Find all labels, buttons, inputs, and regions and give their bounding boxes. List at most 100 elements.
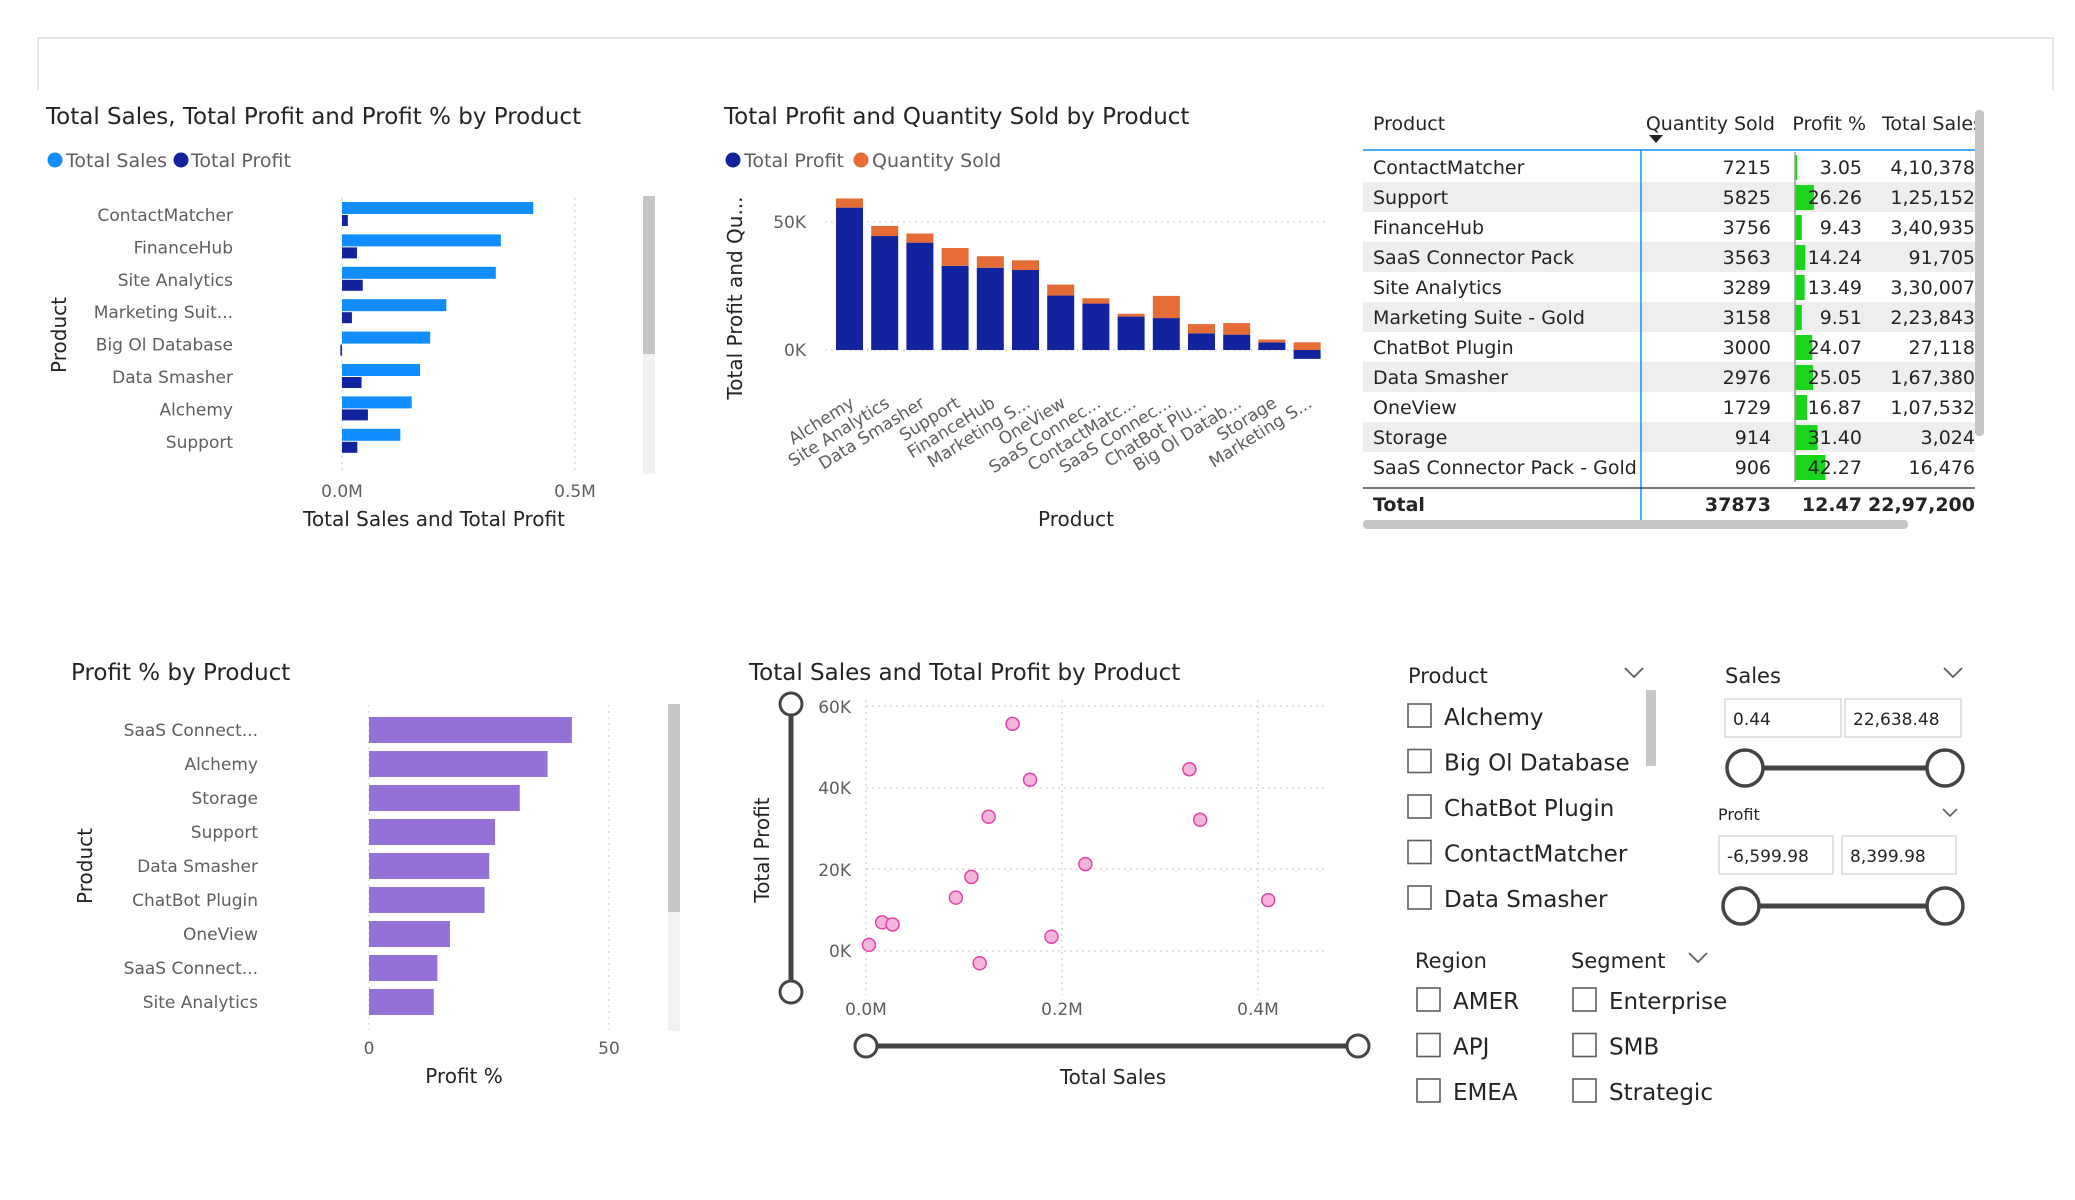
profit-range-handle-max[interactable] [1925,886,1965,926]
checkbox[interactable] [1572,1078,1597,1103]
table-cell-product[interactable]: Marketing Suite - Gold [1373,307,1585,329]
y-zoom-slider-handle-bottom[interactable] [778,979,804,1005]
bar-profit-pct[interactable] [369,921,450,947]
bar-total-sales[interactable] [342,396,412,409]
profit-pct-bar-chart[interactable]: Profit % by Product Product SaaS Connect… [71,660,680,1088]
column-quantity-sold[interactable] [1188,324,1215,334]
scatter-point[interactable] [981,809,996,825]
slicer-item-label[interactable]: SMB [1609,1035,1659,1061]
profit-max-value[interactable]: 8,399.98 [1850,847,1926,867]
column-quantity-sold[interactable] [1258,339,1286,343]
bar-total-sales[interactable] [342,266,496,279]
y-zoom-slider-handle-top[interactable] [778,691,804,717]
sales-profit-bar-chart[interactable]: Total Sales, Total Profit and Profit % b… [45,104,655,531]
column-total-profit[interactable] [1152,318,1180,350]
scatter-point[interactable] [964,869,979,885]
checkbox[interactable] [1416,987,1441,1012]
column-total-profit[interactable] [976,267,1004,350]
table-cell-product[interactable]: ChatBot Plugin [1373,337,1514,359]
column-total-profit[interactable] [1258,342,1286,350]
bar-total-profit[interactable] [342,279,363,291]
checkbox[interactable] [1407,839,1432,865]
table-cell-product[interactable]: OneView [1373,397,1457,419]
table-cell-product[interactable]: SaaS Connector Pack [1373,247,1574,269]
bar-profit-pct[interactable] [369,989,434,1015]
column-quantity-sold[interactable] [836,198,863,208]
bar-total-sales[interactable] [342,202,534,214]
sales-max-input[interactable] [1844,698,1962,738]
column-quantity-sold[interactable] [906,233,934,243]
table-header-quantity[interactable]: Quantity Sold [1646,113,1775,135]
column-quantity-sold[interactable] [1047,284,1075,296]
pct-chart-scrollbar-thumb[interactable] [668,704,680,912]
bar-profit-pct[interactable] [369,887,485,913]
column-quantity-sold[interactable] [871,225,899,237]
table-cell-product[interactable]: Data Smasher [1373,367,1508,389]
slicer-item-label[interactable]: Big Ol Database [1444,751,1630,777]
table-v-scrollbar[interactable] [1975,110,1984,436]
bar-profit-pct[interactable] [369,717,572,743]
column-quantity-sold[interactable] [976,256,1004,268]
legend-total-sales[interactable]: Total Sales [65,150,167,172]
table-header-profit-pct[interactable]: Profit % [1792,113,1866,135]
sales-profit-scatter-chart[interactable]: Total Sales and Total Profit by Product … [748,660,1371,1089]
slicer-item-label[interactable]: AMER [1453,989,1519,1015]
column-quantity-sold[interactable] [1152,295,1180,319]
bar-total-profit[interactable] [342,215,348,226]
product-table[interactable]: Product Quantity Sold Profit % Total Sal… [1363,108,2075,529]
bar-total-profit[interactable] [342,377,362,388]
checkbox[interactable] [1572,987,1597,1012]
column-quantity-sold[interactable] [1012,260,1039,270]
x-zoom-slider-handle-right[interactable] [1345,1033,1371,1059]
slicer-item-label[interactable]: ChatBot Plugin [1444,796,1614,822]
bar-total-sales[interactable] [342,234,501,247]
profit-quantity-column-chart[interactable]: Total Profit and Quantity Sold by Produc… [723,104,1326,531]
scatter-point[interactable] [972,956,987,971]
column-total-profit[interactable] [836,207,863,350]
bar-total-profit[interactable] [342,441,358,453]
column-quantity-sold[interactable] [941,247,969,266]
bar-profit-pct[interactable] [369,785,520,811]
column-total-profit[interactable] [1293,350,1321,359]
chevron-down-icon[interactable] [1688,952,1708,964]
bar-total-profit[interactable] [342,312,352,324]
scatter-point[interactable] [1182,761,1197,777]
column-quantity-sold[interactable] [1223,323,1251,335]
column-total-profit[interactable] [1047,295,1075,350]
table-cell-product[interactable]: ContactMatcher [1373,157,1525,179]
table-h-scrollbar[interactable] [1363,520,1908,529]
bar-profit-pct[interactable] [369,955,438,981]
checkbox[interactable] [1407,748,1432,774]
legend-quantity-sold[interactable]: Quantity Sold [872,150,1001,172]
x-zoom-slider-handle-left[interactable] [853,1033,879,1059]
scatter-point[interactable] [1022,772,1038,788]
slicer-item-label[interactable]: ContactMatcher [1444,842,1628,868]
bar-total-profit[interactable] [342,247,357,259]
slicer-item-label[interactable]: APJ [1453,1035,1489,1061]
bar-profit-pct[interactable] [369,853,490,879]
scatter-point[interactable] [1044,929,1059,944]
column-quantity-sold[interactable] [1082,298,1110,304]
scatter-point[interactable] [1005,716,1020,732]
legend-total-profit[interactable]: Total Profit [743,150,844,172]
checkbox[interactable] [1407,794,1432,819]
scatter-point[interactable] [1078,856,1093,872]
product-slicer[interactable]: Product Alchemy Big Ol Database ChatBot Pl… [1407,664,1656,913]
sort-descending-icon[interactable] [1649,135,1663,143]
column-quantity-sold[interactable] [1117,313,1145,317]
column-total-profit[interactable] [1188,333,1215,350]
sales-range-handle-max[interactable] [1925,748,1965,788]
scatter-point[interactable] [861,937,877,953]
region-slicer[interactable]: Region AMER APJ EMEA [1415,949,1519,1106]
profit-min-input[interactable] [1718,835,1834,875]
bar-total-sales[interactable] [342,331,431,344]
column-total-profit[interactable] [941,265,969,350]
sales-range-handle-min[interactable] [1725,748,1765,788]
bar-profit-pct[interactable] [369,819,496,845]
profit-min-value[interactable]: -6,599.98 [1727,847,1809,867]
table-cell-product[interactable]: SaaS Connector Pack - Gold [1373,457,1637,479]
table-cell-product[interactable]: Storage [1373,427,1447,449]
table-header-total-sales[interactable]: Total Sales [1881,113,1983,135]
scatter-point[interactable] [948,890,964,905]
slicer-item-label[interactable]: Alchemy [1444,705,1544,731]
